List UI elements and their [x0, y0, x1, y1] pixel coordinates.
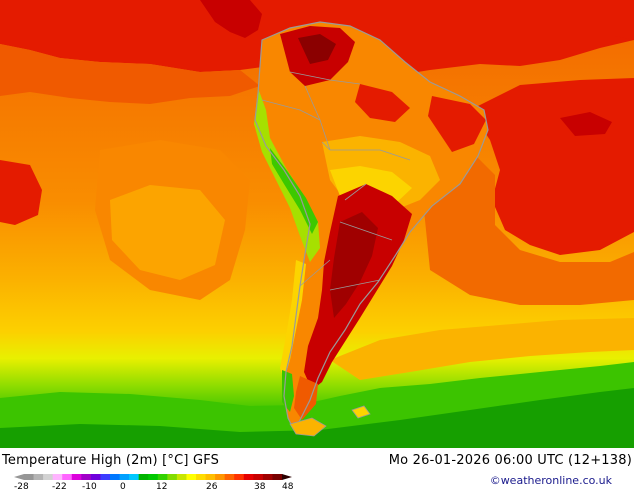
- legend-swatch: [90, 474, 101, 480]
- venezuela-maroon-core: [298, 34, 336, 64]
- legend-swatch: [186, 474, 197, 480]
- map-title: Temperature High (2m) [°C] GFS: [2, 453, 220, 468]
- tropical-pacific-orange-patch: [0, 44, 260, 104]
- legend-arrow-low: [14, 474, 24, 480]
- temperature-map: [0, 0, 634, 448]
- legend-swatch: [81, 474, 92, 480]
- country-borders: [261, 71, 411, 291]
- color-legend: -28 -22 -10 0 12 26 38 48: [14, 474, 294, 490]
- legend-swatch: [138, 474, 149, 480]
- legend-swatch: [110, 474, 120, 480]
- legend-tick-label: -28: [14, 482, 29, 490]
- legend-tick-label: 48: [282, 482, 294, 490]
- legend-swatch: [167, 474, 178, 480]
- pacific-light-orange-tongue: [110, 185, 225, 280]
- map-footer: [0, 448, 634, 490]
- legend-swatch: [215, 474, 226, 480]
- legend-swatch: [224, 474, 235, 480]
- legend-swatch: [33, 474, 44, 480]
- southern-ocean-dark-green-band: [0, 388, 634, 448]
- legend-swatch: [71, 474, 82, 480]
- legend-swatch: [148, 474, 159, 480]
- legend-swatch: [129, 474, 140, 480]
- south-america-coastline: [254, 21, 489, 432]
- credit-link[interactable]: ©weatheronline.co.uk: [489, 474, 612, 487]
- legend-tick-label: 38: [254, 482, 266, 490]
- legend-swatch: [272, 474, 283, 480]
- legend-swatch: [62, 474, 73, 480]
- legend-swatch: [234, 474, 245, 480]
- legend-tick-label: -22: [52, 482, 67, 490]
- legend-tick-label: 12: [156, 482, 167, 490]
- legend-tick-label: -10: [82, 482, 97, 490]
- atlantic-orange-region: [420, 150, 634, 305]
- legend-swatch: [196, 474, 206, 480]
- caribbean-land: [582, 0, 634, 40]
- legend-swatch: [157, 474, 168, 480]
- falkland-islands: [351, 405, 371, 419]
- valid-time: Mo 26-01-2026 06:00 UTC (12+138): [388, 453, 632, 468]
- south-atlantic-warm-band: [330, 318, 634, 380]
- patagonia-orange: [294, 376, 318, 420]
- atlantic-deep-red-spot: [560, 112, 612, 136]
- amazon-red-patch: [355, 84, 410, 122]
- argentina-maroon-core: [330, 212, 378, 318]
- legend-swatch: [176, 474, 187, 480]
- ne-brazil-red: [428, 96, 486, 152]
- legend-swatch: [243, 474, 254, 480]
- west-pacific-red-patch: [0, 160, 42, 225]
- legend-arrow-high: [282, 474, 292, 480]
- legend-swatch: [43, 474, 54, 480]
- legend-swatch: [52, 474, 63, 480]
- legend-swatch: [262, 474, 273, 480]
- legend-tick-label: 0: [120, 482, 126, 490]
- legend-swatch: [205, 474, 216, 480]
- legend-swatch: [100, 474, 111, 480]
- legend-swatch: [253, 474, 264, 480]
- legend-tick-label: 26: [206, 482, 218, 490]
- legend-swatch: [24, 474, 34, 480]
- legend-swatch: [119, 474, 130, 480]
- argentina-deep-red: [304, 184, 412, 390]
- central-america-land: [200, 0, 262, 38]
- tierra-del-fuego: [289, 417, 327, 437]
